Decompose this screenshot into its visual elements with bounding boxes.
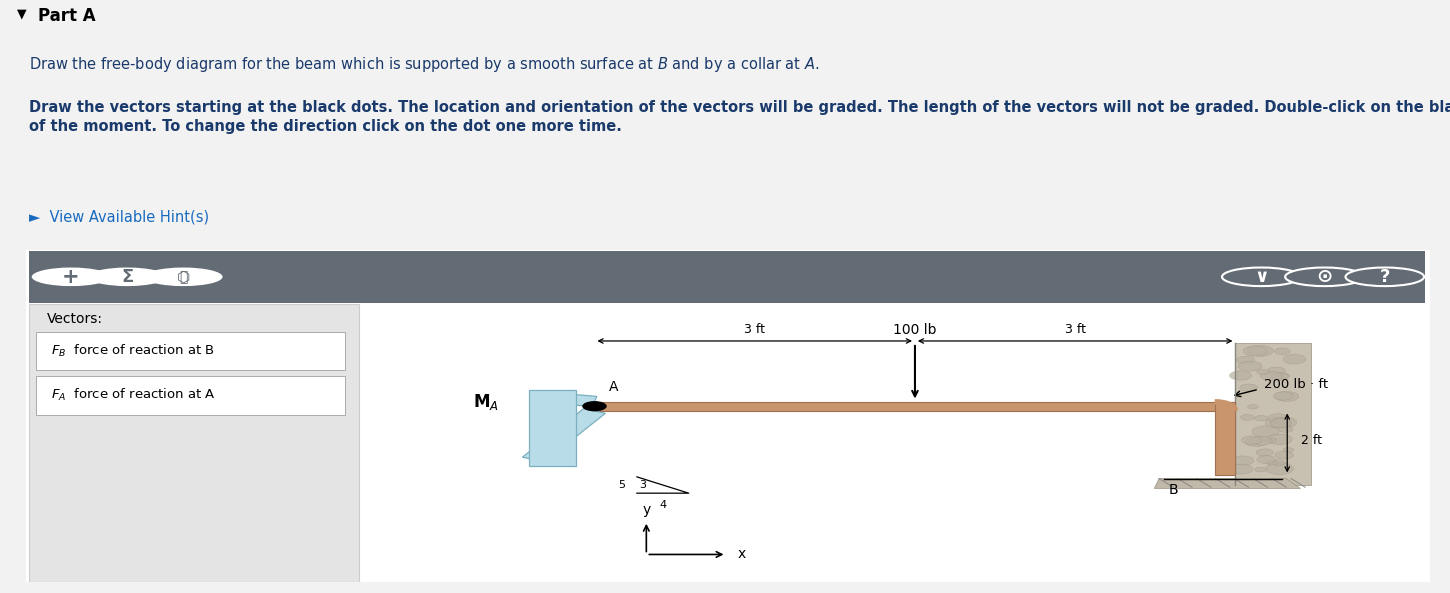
Text: y: y	[642, 503, 651, 517]
Text: 200 lb · ft: 200 lb · ft	[1264, 378, 1328, 391]
Circle shape	[1247, 345, 1273, 356]
Circle shape	[1256, 449, 1273, 456]
Bar	[1215, 402, 1235, 476]
Text: 100 lb: 100 lb	[893, 323, 937, 337]
Circle shape	[1243, 346, 1267, 356]
FancyBboxPatch shape	[14, 248, 1440, 585]
Circle shape	[1266, 463, 1293, 474]
Text: 3 ft: 3 ft	[1064, 323, 1086, 336]
Circle shape	[1267, 367, 1285, 374]
Circle shape	[1279, 426, 1293, 432]
Text: 3 ft: 3 ft	[744, 323, 766, 336]
Circle shape	[1273, 392, 1293, 400]
Text: 2 ft: 2 ft	[1302, 434, 1322, 447]
Circle shape	[1272, 460, 1285, 466]
Circle shape	[1275, 391, 1299, 401]
Circle shape	[1253, 426, 1279, 437]
Text: ∨: ∨	[1254, 268, 1269, 286]
Polygon shape	[531, 391, 597, 406]
Text: B: B	[1169, 483, 1177, 498]
Circle shape	[1246, 437, 1267, 447]
Circle shape	[1254, 467, 1266, 472]
Bar	[29, 251, 1425, 304]
Text: Σ: Σ	[120, 268, 133, 286]
Text: A: A	[609, 380, 618, 394]
Circle shape	[1257, 455, 1276, 464]
Circle shape	[1230, 371, 1251, 380]
Polygon shape	[1235, 343, 1311, 485]
Circle shape	[1230, 464, 1253, 474]
Circle shape	[1231, 456, 1254, 466]
Text: $F_A$  force of reaction at A: $F_A$ force of reaction at A	[51, 387, 216, 403]
Text: ▼: ▼	[17, 8, 28, 21]
Circle shape	[1267, 414, 1288, 422]
Circle shape	[144, 267, 223, 286]
Text: ⊙: ⊙	[1317, 267, 1333, 286]
Circle shape	[1270, 419, 1292, 428]
Circle shape	[1222, 267, 1301, 286]
Circle shape	[1266, 417, 1290, 428]
Circle shape	[1260, 371, 1283, 381]
Text: ⚿: ⚿	[180, 270, 187, 284]
Circle shape	[1285, 267, 1364, 286]
Circle shape	[1238, 361, 1262, 371]
Text: ⬡: ⬡	[177, 269, 190, 284]
Bar	[529, 390, 576, 466]
Circle shape	[1283, 448, 1293, 452]
Circle shape	[1241, 436, 1262, 445]
Circle shape	[1272, 417, 1296, 428]
Text: 3: 3	[639, 480, 645, 490]
Text: $F_B$  force of reaction at B: $F_B$ force of reaction at B	[51, 343, 215, 359]
Circle shape	[1254, 416, 1267, 421]
Circle shape	[1267, 438, 1277, 442]
Circle shape	[32, 267, 110, 286]
Circle shape	[1277, 373, 1289, 378]
Circle shape	[1241, 415, 1254, 420]
Text: Part A: Part A	[38, 8, 96, 25]
Circle shape	[1267, 434, 1292, 445]
Text: 4: 4	[660, 500, 667, 511]
Text: 5: 5	[619, 480, 625, 490]
Text: Draw the vectors starting at the black dots. The location and orientation of the: Draw the vectors starting at the black d…	[29, 100, 1450, 135]
Text: $\mathbf{M}_A$: $\mathbf{M}_A$	[473, 392, 499, 412]
Bar	[36, 377, 345, 415]
Polygon shape	[522, 409, 605, 462]
Bar	[36, 331, 345, 370]
Circle shape	[1237, 356, 1254, 364]
Circle shape	[1273, 418, 1288, 424]
Polygon shape	[1154, 479, 1301, 489]
Circle shape	[1251, 436, 1272, 445]
Circle shape	[583, 401, 606, 412]
Text: x: x	[738, 547, 745, 562]
Circle shape	[1272, 372, 1289, 380]
Circle shape	[1266, 460, 1277, 465]
Text: Draw the free-body diagram for the beam which is supported by a smooth surface a: Draw the free-body diagram for the beam …	[29, 55, 819, 74]
Bar	[594, 402, 1235, 410]
Text: ?: ?	[1379, 268, 1391, 286]
Circle shape	[1240, 384, 1257, 391]
Text: ►  View Available Hint(s): ► View Available Hint(s)	[29, 209, 209, 224]
Circle shape	[1275, 451, 1293, 459]
Circle shape	[1257, 369, 1269, 375]
Circle shape	[1275, 348, 1290, 355]
Text: +: +	[62, 267, 80, 287]
Circle shape	[1247, 404, 1259, 409]
Text: Vectors:: Vectors:	[48, 312, 103, 326]
Bar	[29, 304, 358, 582]
Circle shape	[88, 267, 167, 286]
Circle shape	[1283, 355, 1306, 364]
Circle shape	[1346, 267, 1424, 286]
